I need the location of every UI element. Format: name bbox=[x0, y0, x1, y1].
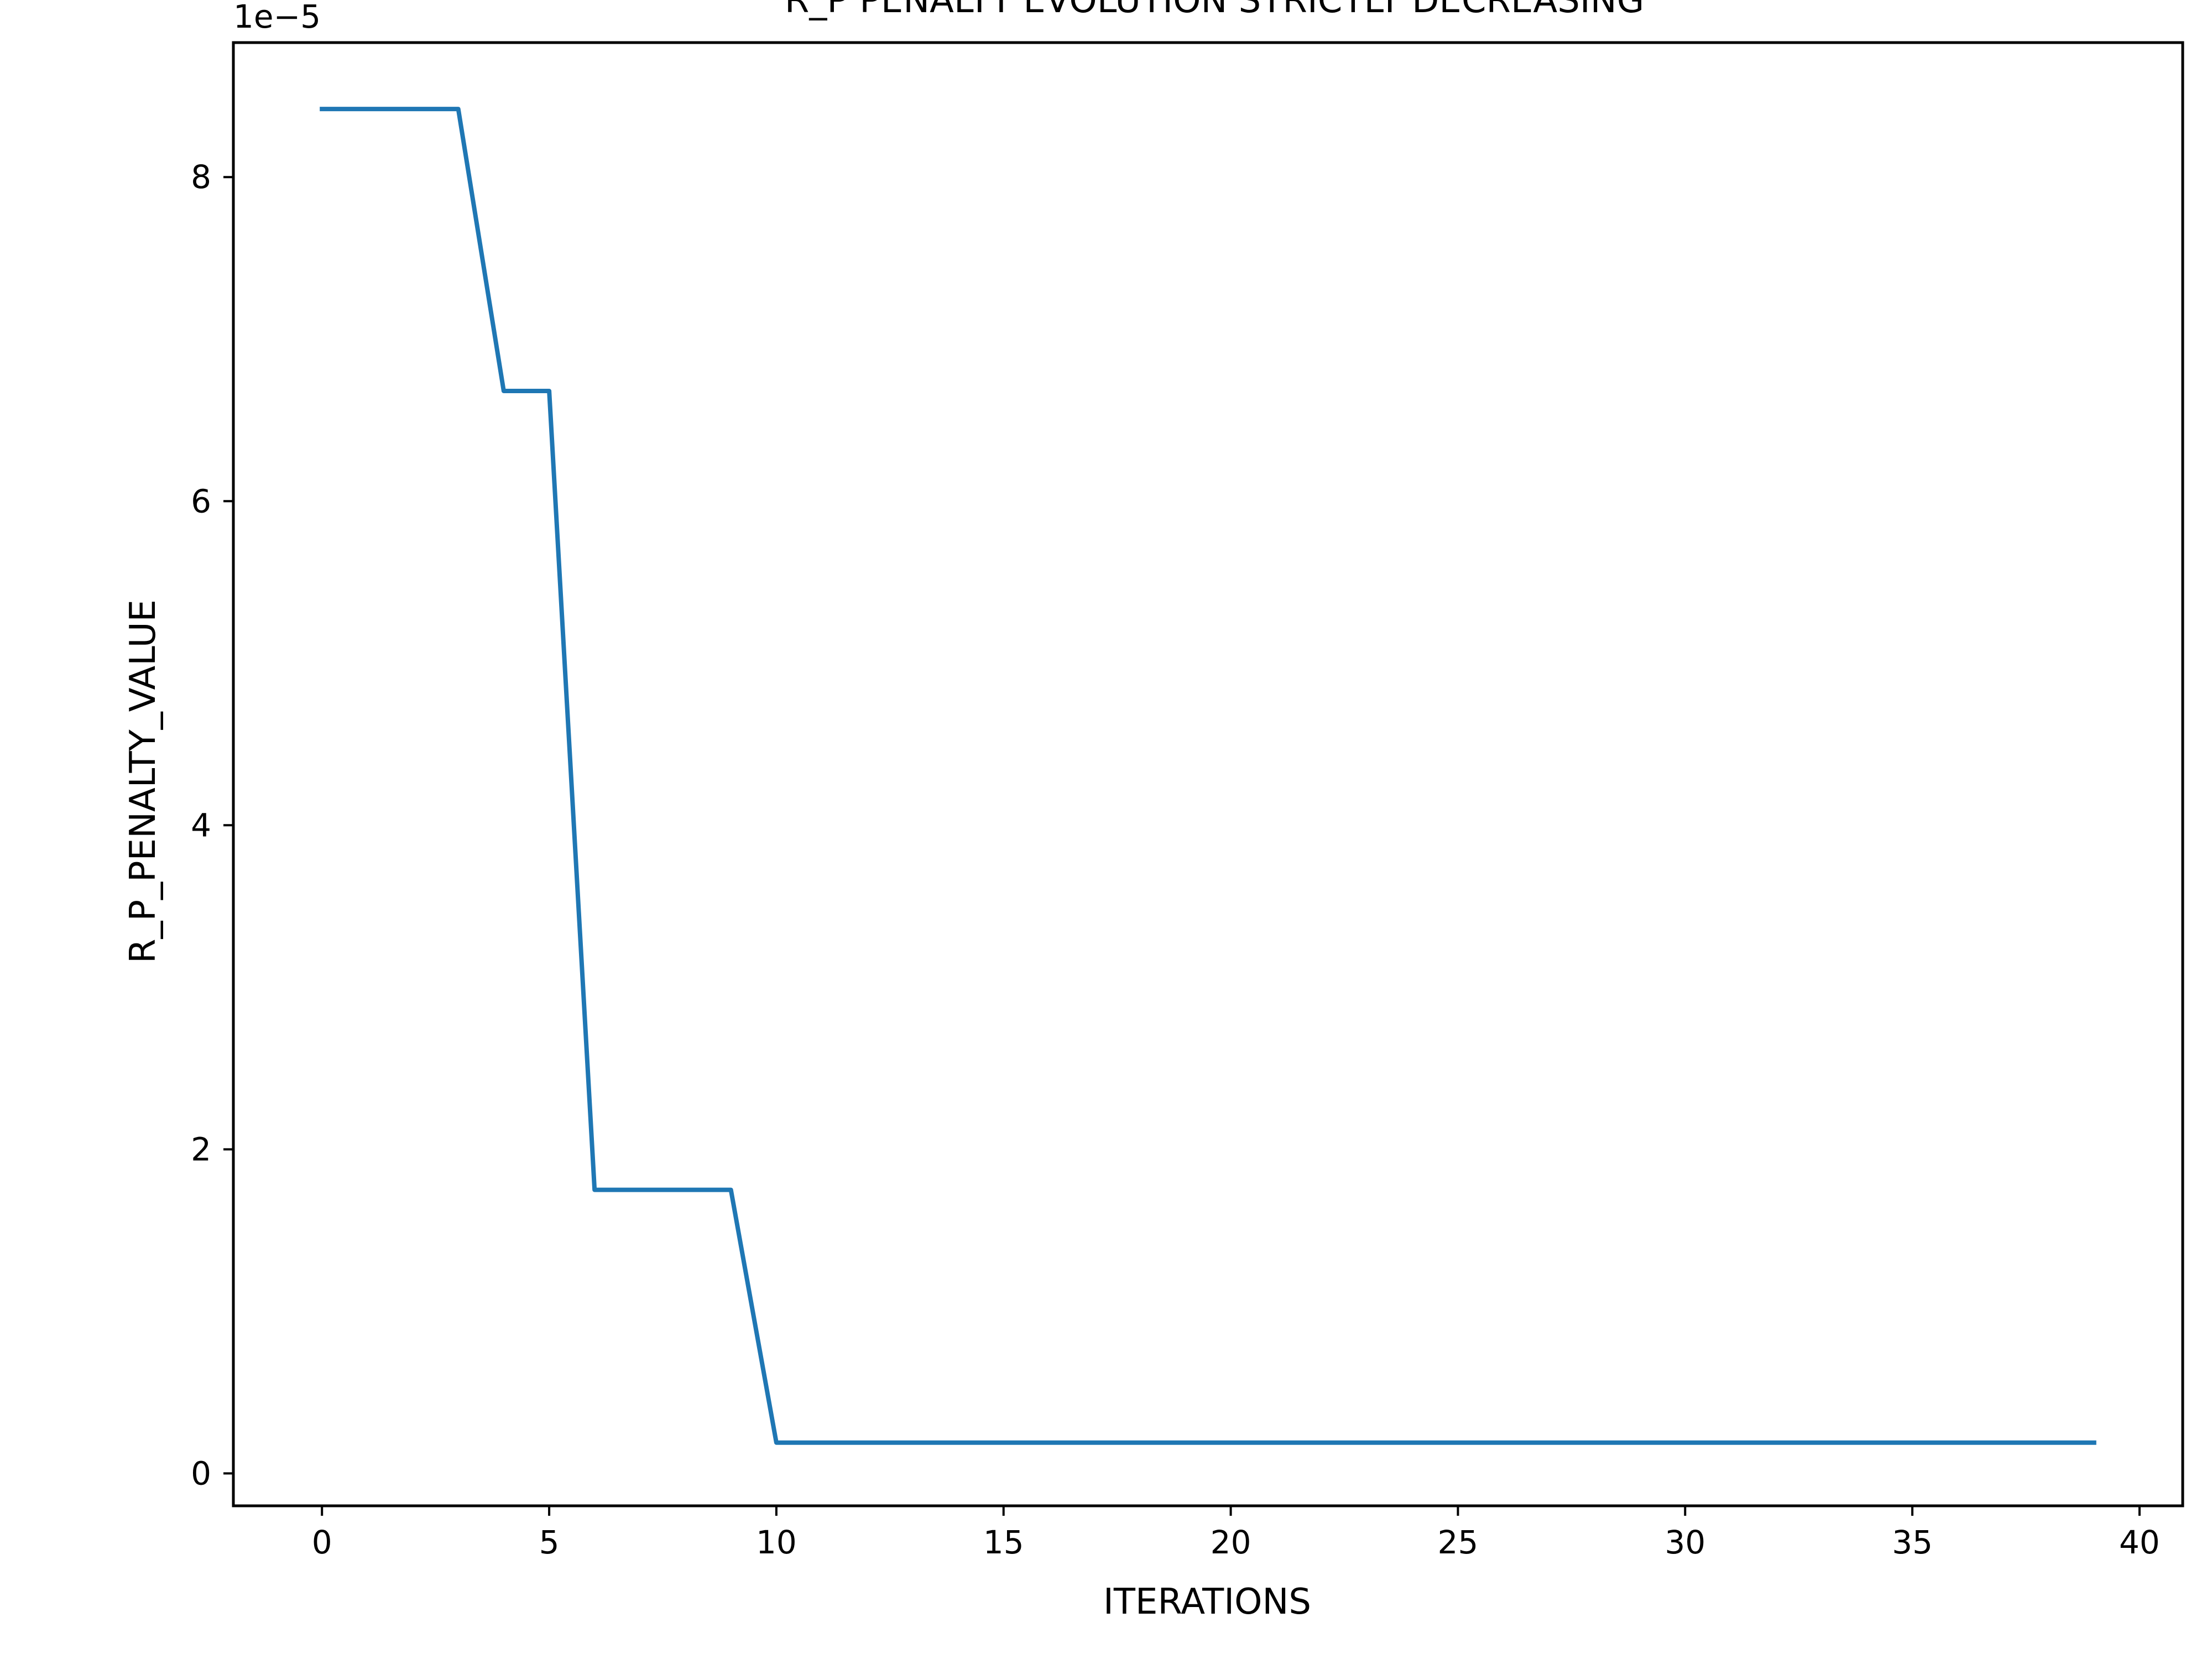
y-tick-label: 8 bbox=[191, 158, 211, 196]
y-tick-label: 0 bbox=[191, 1454, 211, 1492]
x-axis-ticks: 0 5 10 15 20 25 30 35 40 bbox=[312, 1506, 2160, 1561]
x-tick-label: 35 bbox=[1892, 1524, 1933, 1561]
x-axis-label: ITERATIONS bbox=[1103, 1582, 1311, 1623]
y-tick-label: 6 bbox=[191, 482, 211, 520]
x-tick-label: 15 bbox=[983, 1524, 1024, 1561]
x-tick-label: 40 bbox=[2119, 1524, 2160, 1561]
y-axis-label: R_P_PENALTY_VALUE bbox=[123, 599, 164, 963]
chart-title: R_P PENALTY EVOLUTION STRICTLY DECREASIN… bbox=[785, 0, 1644, 21]
y-tick-label: 4 bbox=[191, 806, 211, 844]
x-tick-label: 25 bbox=[1438, 1524, 1479, 1561]
x-tick-label: 5 bbox=[539, 1524, 560, 1561]
x-tick-label: 0 bbox=[312, 1524, 332, 1561]
x-tick-label: 10 bbox=[756, 1524, 797, 1561]
x-tick-label: 30 bbox=[1665, 1524, 1705, 1561]
x-tick-label: 20 bbox=[1211, 1524, 1251, 1561]
y-axis-ticks: 0 2 4 6 8 bbox=[191, 158, 233, 1492]
y-axis-offset-label: 1e−5 bbox=[233, 0, 321, 35]
plot-frame bbox=[232, 41, 2184, 1507]
series-line bbox=[320, 107, 2096, 1445]
y-tick-label: 2 bbox=[191, 1130, 211, 1168]
